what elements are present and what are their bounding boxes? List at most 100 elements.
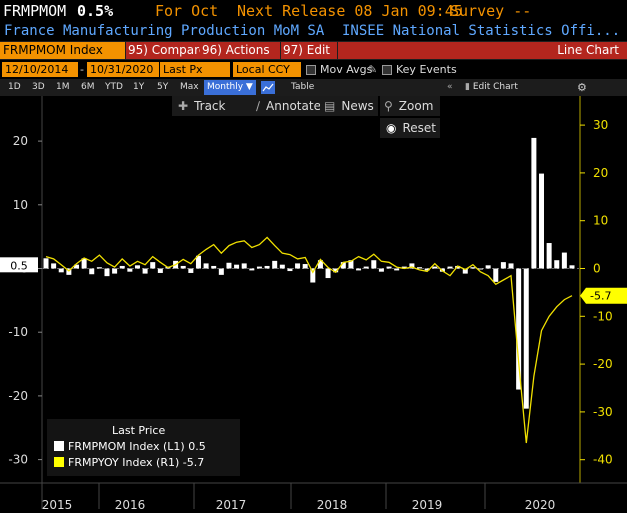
survey: Survey -- [450,2,532,20]
mov-avgs-checkbox[interactable] [306,65,316,75]
news-icon: ▤ [324,99,336,113]
key-events-checkbox[interactable] [382,65,392,75]
left-tick-label: 20 [13,134,28,148]
bar-frmpmom [424,268,430,271]
bar-frmpmom [218,268,224,275]
bar-frmpmom [478,268,484,270]
period-3d[interactable]: 3D [32,82,45,92]
bar-frmpmom [302,264,308,269]
end-date-input[interactable]: 10/31/2020 [87,62,159,77]
frequency-select[interactable]: Monthly ▼ [204,80,256,95]
period-1d[interactable]: 1D [8,82,21,92]
description-row: France Manufacturing Production MoM SA I… [0,21,627,41]
bar-frmpmom [58,268,64,273]
bar-frmpmom [180,265,186,269]
bar-frmpmom [295,263,301,269]
annotate-button[interactable]: ∕ Annotate [256,96,340,116]
collapse-icon[interactable]: « [447,82,453,92]
news-button[interactable]: ▤ News [320,96,378,116]
bar-frmpmom [127,268,133,272]
right-tick-label: 30 [593,118,608,132]
bar-frmpmom [279,264,285,269]
legend-swatch-yellow [54,457,64,467]
period-1y[interactable]: 1Y [133,82,145,92]
legend-swatch-white [54,441,64,451]
legend-item-frmpyoy[interactable]: FRMPYOY Index (R1) -5.7 [54,456,204,470]
right-tick-label: 20 [593,166,608,180]
security-field[interactable]: FRMPMOM Index [0,42,125,59]
period-5y[interactable]: 5Y [157,82,169,92]
bar-frmpmom [508,263,514,269]
left-tick-label: -30 [8,453,28,467]
settings-gear-icon[interactable]: ⚙ [577,81,587,94]
bar-frmpmom [89,268,95,275]
left-tick-label: 10 [13,198,28,212]
bar-frmpmom [157,268,163,273]
zoom-button[interactable]: ⚲ Zoom [380,96,440,116]
bar-frmpmom [386,266,392,269]
bar-frmpmom [371,260,377,269]
left-current-value: 0.5 [10,259,28,272]
reset-icon: ◉ [386,121,397,135]
key-events-label[interactable]: Key Events [396,63,457,76]
legend-title: Last Price [112,424,166,437]
chart-type-button[interactable]: Line Chart [338,42,627,59]
x-tick-label: 2017 [216,498,247,512]
bar-frmpmom [363,266,369,269]
price-field-select[interactable]: Last Px [160,62,230,77]
bar-frmpmom [325,268,331,279]
bar-frmpmom [470,267,476,269]
series-frmpmom-bars [43,137,575,409]
bar-frmpmom [81,258,87,269]
right-current-value-box [580,287,627,304]
legend-item-frmpmom[interactable]: FRMPMOM Index (L1) 0.5 [54,440,206,454]
bar-frmpmom [516,268,522,390]
zoom-icon: ⚲ [384,99,393,113]
x-tick-label: 2018 [317,498,348,512]
track-button[interactable]: ✚ Track [172,96,256,116]
period-max[interactable]: Max [180,82,199,92]
period-bar: 1D 3D 1M 6M YTD 1Y 5Y Max Monthly ▼ Tabl… [0,79,627,96]
period-1m[interactable]: 1M [56,82,70,92]
x-tick-label: 2020 [525,498,556,512]
bar-frmpmom [546,243,552,269]
table-button[interactable]: Table [291,82,315,92]
bar-frmpmom [432,266,438,269]
currency-select[interactable]: Local CCY [233,62,301,77]
bar-frmpmom [150,262,156,269]
bar-frmpmom [226,262,232,269]
chart-style-icon[interactable] [261,81,275,94]
bar-frmpmom [249,268,255,271]
edit-button[interactable]: 97) Edit [281,42,337,59]
next-release: Next Release 08 Jan 09:45 [237,2,463,20]
bar-frmpmom [394,268,400,271]
bar-frmpmom [539,173,545,269]
reset-button[interactable]: ◉ Reset [380,118,440,138]
source[interactable]: INSEE National Statistics Offi... [342,23,621,39]
bar-frmpmom [203,263,209,269]
bar-frmpmom [569,265,575,269]
bar-frmpmom [73,264,79,269]
bar-frmpmom [264,265,270,269]
bar-frmpmom [401,266,407,269]
start-date-input[interactable]: 12/10/2014 [2,62,78,77]
period-ytd[interactable]: YTD [105,82,123,92]
mov-avgs-label[interactable]: Mov Avgs [320,63,373,76]
period-label: For Oct [155,2,219,20]
bar-frmpmom [554,260,560,269]
edit-chart-button[interactable]: ▮ Edit Chart [465,82,518,92]
toolbar: FRMPMOM Index 95) Compare 96) Actions 97… [0,41,627,60]
pencil-icon[interactable]: ✎ [368,63,378,76]
left-tick-label: -20 [8,389,28,403]
period-6m[interactable]: 6M [81,82,95,92]
chart-area[interactable]: 20100-10-20-303020100-10-20-30-402015201… [0,96,627,513]
bar-frmpmom [333,268,339,273]
bar-frmpmom [51,263,57,269]
bar-frmpmom [211,265,217,269]
x-tick-label: 2016 [115,498,146,512]
bar-frmpmom [348,260,354,269]
bar-frmpmom [310,268,316,283]
actions-button[interactable]: 96) Actions [200,42,280,59]
compare-button[interactable]: 95) Compare [126,42,207,59]
left-tick-label: -10 [8,325,28,339]
